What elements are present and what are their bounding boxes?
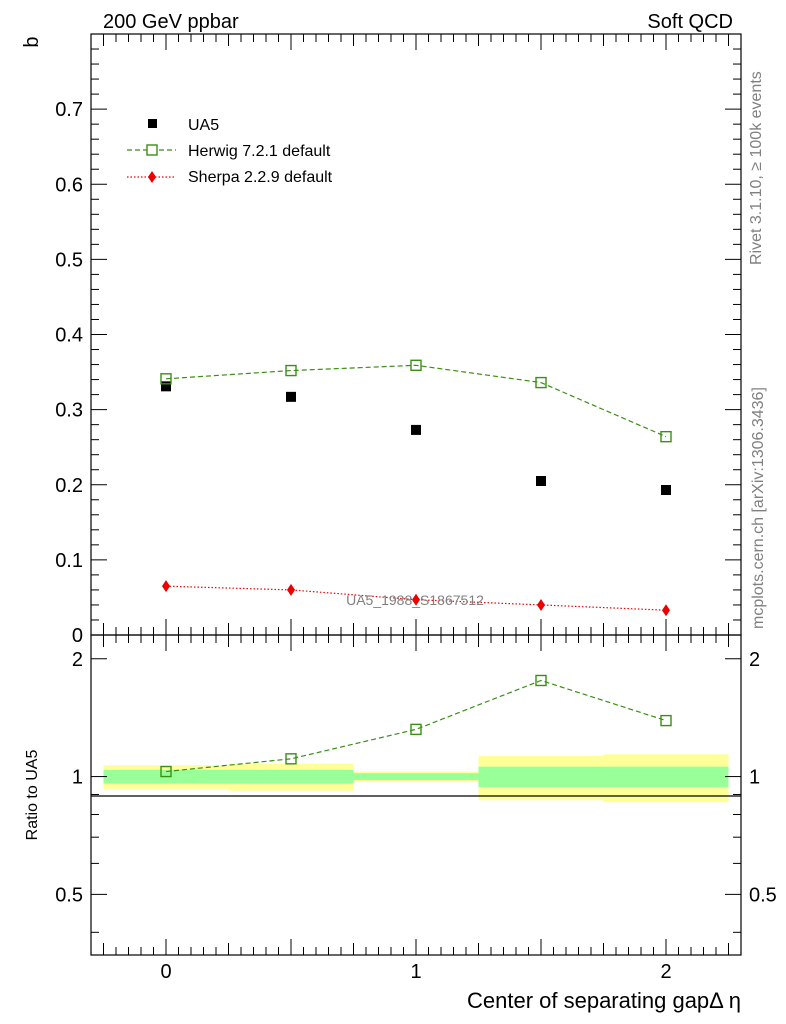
- ua5-point: [286, 391, 296, 402]
- x-axis-ticks: 0 1 2: [103, 34, 729, 983]
- main-y-tick-label: 0.5: [55, 249, 83, 271]
- ratio-y-tick-label-left: 2: [72, 649, 83, 671]
- header-right-title: Soft QCD: [647, 11, 733, 33]
- herwig-point: [285, 364, 297, 377]
- x-tick-label: 0: [160, 961, 171, 983]
- ratio-series-group: [160, 674, 672, 778]
- herwig-ratio-point: [410, 723, 422, 736]
- main-y-tick-label: 0.4: [55, 325, 83, 347]
- sherpa-point: [662, 604, 670, 617]
- ratio-band-inner: [353, 773, 479, 780]
- ratio-band-inner: [478, 766, 604, 788]
- legend: UA5 Herwig 7.2.1 default Sherpa 2.2.9 de…: [127, 117, 333, 186]
- main-y-tick-label: 0.7: [55, 99, 83, 121]
- ratio-axis-ticks: 0.5 0.5 1 1 2 2: [55, 649, 777, 933]
- herwig-ratio-point: [660, 714, 672, 727]
- sherpa-point: [412, 593, 420, 606]
- ua5-point: [161, 381, 171, 392]
- main-y-tick-label: 0.1: [55, 550, 83, 572]
- herwig-ratio-line: [165, 679, 667, 773]
- ratio-band-inner: [603, 766, 729, 788]
- sherpa-line: [165, 585, 667, 611]
- ratio-y-tick-label-right: 1: [749, 767, 760, 789]
- ratio-error-bands: [103, 754, 729, 803]
- ratio-y-axis-label: Ratio to UA5: [24, 750, 41, 841]
- herwig-point: [410, 359, 422, 372]
- main-y-tick-label: 0.2: [55, 475, 83, 497]
- sherpa-point: [287, 583, 295, 596]
- legend-herwig-marker: [146, 144, 158, 156]
- sherpa-point: [537, 598, 545, 611]
- herwig-line: [165, 364, 667, 438]
- herwig-point: [160, 373, 172, 385]
- ratio-y-tick-label-right: 0.5: [749, 884, 777, 906]
- ua5-point: [411, 424, 421, 435]
- herwig-ratio-point: [535, 674, 547, 687]
- legend-ua5-label: UA5: [188, 117, 219, 134]
- ratio-band-inner: [228, 769, 354, 784]
- mcplots-label: mcplots.cern.ch [arXiv:1306.3436]: [750, 387, 767, 629]
- x-tick-label: 1: [410, 961, 421, 983]
- main-y-tick-label: 0.6: [55, 174, 83, 196]
- main-y-axis-label: b: [21, 36, 43, 47]
- ua5-point: [661, 485, 671, 496]
- herwig-ratio-point: [160, 765, 172, 778]
- header-left-title: 200 GeV ppbar: [103, 11, 239, 33]
- herwig-point: [535, 376, 547, 389]
- rivet-version-label: Rivet 3.1.10, ≥ 100k events: [748, 71, 765, 265]
- main-axis-ticks: 0 0.1 0.2 0.3 0.4 0.5 0.6 0.7: [55, 33, 741, 647]
- ua5-point: [536, 475, 546, 486]
- main-y-tick-label: 0: [72, 625, 83, 647]
- x-tick-label: 2: [660, 961, 671, 983]
- herwig-point: [660, 430, 672, 443]
- legend-sherpa-marker: [148, 171, 156, 183]
- x-axis-label: Center of separating gapΔ η: [467, 988, 741, 1013]
- main-series-group: [160, 359, 672, 617]
- legend-sherpa-label: Sherpa 2.2.9 default: [188, 169, 333, 186]
- ratio-y-tick-label-right: 2: [749, 649, 760, 671]
- main-y-tick-label: 0.3: [55, 400, 83, 422]
- ratio-y-tick-label-left: 1: [72, 767, 83, 789]
- sherpa-point: [162, 580, 170, 593]
- ratio-y-tick-label-left: 0.5: [55, 884, 83, 906]
- herwig-ratio-point: [285, 753, 297, 765]
- legend-ua5-marker: [148, 119, 157, 128]
- analysis-watermark: UA5_1988_S1867512: [346, 592, 484, 608]
- legend-herwig-label: Herwig 7.2.1 default: [188, 143, 331, 160]
